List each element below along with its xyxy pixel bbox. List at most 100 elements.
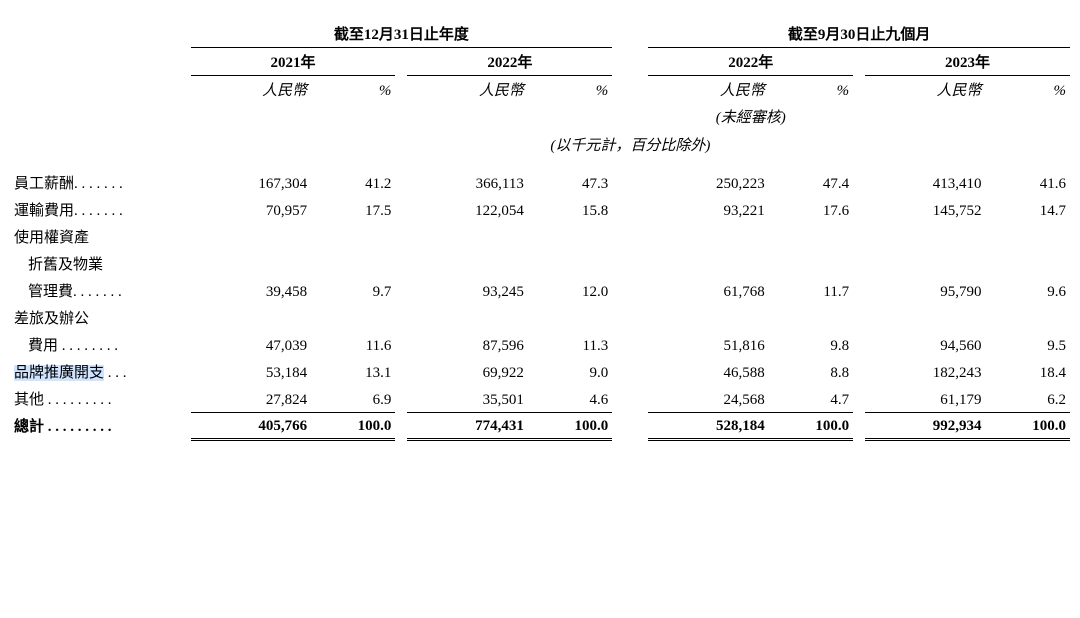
cell: 405,766 (191, 412, 311, 439)
year-2021: 2021年 (191, 48, 396, 76)
cell: 100.0 (769, 412, 853, 439)
cell: 992,934 (865, 412, 985, 439)
cell: 35,501 (407, 385, 527, 412)
cell: 4.6 (528, 385, 612, 412)
subheader-row: 人民幣 % 人民幣 % 人民幣 % 人民幣 % (10, 76, 1070, 104)
unit-note: (以千元計，百分比除外) (191, 130, 1070, 169)
cell: 14.7 (986, 196, 1070, 223)
cell: 47.4 (769, 169, 853, 196)
cell: 413,410 (865, 169, 985, 196)
cell: 61,768 (648, 277, 768, 304)
row-travel-1: 差旅及辦公 (10, 304, 1070, 331)
cell: 13.1 (311, 358, 395, 385)
pct-2021: % (311, 76, 395, 104)
label-rou-1: 使用權資產 (10, 223, 191, 250)
period-header-row: 截至12月31日止年度 截至9月30日止九個月 (10, 20, 1070, 48)
year-header-row: 2021年 2022年 2022年 2023年 (10, 48, 1070, 76)
label-tail: . . . (104, 365, 127, 381)
pct-2022: % (528, 76, 612, 104)
row-total: 總計 . . . . . . . . . 405,766 100.0 774,4… (10, 412, 1070, 439)
row-staff-cost: 員工薪酬. . . . . . . 167,304 41.2 366,113 4… (10, 169, 1070, 196)
row-rou-asset-1: 使用權資產 (10, 223, 1070, 250)
cell: 24,568 (648, 385, 768, 412)
rmb-2023-9m: 人民幣 (865, 76, 985, 104)
rmb-2022-9m: 人民幣 (648, 76, 768, 104)
row-rou-asset-2: 折舊及物業 (10, 250, 1070, 277)
unaudited-note: (未經審核) (648, 103, 853, 130)
highlighted-text: 品牌推廣開支 (14, 365, 104, 381)
cell: 15.8 (528, 196, 612, 223)
label-transport: 運輸費用. . . . . . . (10, 196, 191, 223)
row-transport: 運輸費用. . . . . . . 70,957 17.5 122,054 15… (10, 196, 1070, 223)
cell: 366,113 (407, 169, 527, 196)
row-brand: 品牌推廣開支 . . . 53,184 13.1 69,922 9.0 46,5… (10, 358, 1070, 385)
cell: 4.7 (769, 385, 853, 412)
label-travel-1: 差旅及辦公 (10, 304, 191, 331)
period-year-end: 截至12月31日止年度 (191, 20, 613, 48)
cell: 41.6 (986, 169, 1070, 196)
cell: 61,179 (865, 385, 985, 412)
rmb-2021: 人民幣 (191, 76, 311, 104)
cell: 9.6 (986, 277, 1070, 304)
cell: 39,458 (191, 277, 311, 304)
label-rou-3: 管理費. . . . . . . (10, 277, 191, 304)
cell: 11.3 (528, 331, 612, 358)
unaudited-row: (未經審核) (10, 103, 1070, 130)
year-2023-9m: 2023年 (865, 48, 1070, 76)
cell: 17.6 (769, 196, 853, 223)
cell: 8.8 (769, 358, 853, 385)
label-total: 總計 . . . . . . . . . (10, 412, 191, 439)
cell: 100.0 (986, 412, 1070, 439)
cell: 11.6 (311, 331, 395, 358)
financial-table: 截至12月31日止年度 截至9月30日止九個月 2021年 2022年 2022… (10, 20, 1070, 441)
cell: 528,184 (648, 412, 768, 439)
cell: 9.8 (769, 331, 853, 358)
cell: 94,560 (865, 331, 985, 358)
cell: 51,816 (648, 331, 768, 358)
cell: 774,431 (407, 412, 527, 439)
cell: 93,221 (648, 196, 768, 223)
year-2022: 2022年 (407, 48, 612, 76)
cell: 9.0 (528, 358, 612, 385)
cell: 100.0 (311, 412, 395, 439)
period-nine-months: 截至9月30日止九個月 (648, 20, 1070, 48)
cell: 46,588 (648, 358, 768, 385)
cell: 9.7 (311, 277, 395, 304)
row-travel-2: 費用 . . . . . . . . 47,039 11.6 87,596 11… (10, 331, 1070, 358)
cell: 17.5 (311, 196, 395, 223)
cell: 145,752 (865, 196, 985, 223)
cell: 122,054 (407, 196, 527, 223)
cell: 11.7 (769, 277, 853, 304)
label-brand: 品牌推廣開支 . . . (10, 358, 191, 385)
pct-2023-9m: % (986, 76, 1070, 104)
pct-2022-9m: % (769, 76, 853, 104)
cell: 47.3 (528, 169, 612, 196)
cell: 27,824 (191, 385, 311, 412)
year-2022-9m: 2022年 (648, 48, 853, 76)
cell: 250,223 (648, 169, 768, 196)
cell: 100.0 (528, 412, 612, 439)
label-other: 其他 . . . . . . . . . (10, 385, 191, 412)
cell: 18.4 (986, 358, 1070, 385)
cell: 6.9 (311, 385, 395, 412)
cell: 70,957 (191, 196, 311, 223)
cell: 87,596 (407, 331, 527, 358)
unit-note-row: (以千元計，百分比除外) (10, 130, 1070, 169)
cell: 93,245 (407, 277, 527, 304)
cell: 69,922 (407, 358, 527, 385)
cell: 6.2 (986, 385, 1070, 412)
label-rou-2: 折舊及物業 (10, 250, 191, 277)
row-rou-asset-3: 管理費. . . . . . . 39,458 9.7 93,245 12.0 … (10, 277, 1070, 304)
cell: 182,243 (865, 358, 985, 385)
cell: 9.5 (986, 331, 1070, 358)
label-staff: 員工薪酬. . . . . . . (10, 169, 191, 196)
rmb-2022: 人民幣 (407, 76, 527, 104)
cell: 167,304 (191, 169, 311, 196)
cell: 53,184 (191, 358, 311, 385)
cell: 41.2 (311, 169, 395, 196)
row-other: 其他 . . . . . . . . . 27,824 6.9 35,501 4… (10, 385, 1070, 412)
cell: 47,039 (191, 331, 311, 358)
cell: 95,790 (865, 277, 985, 304)
cell: 12.0 (528, 277, 612, 304)
label-travel-2: 費用 . . . . . . . . (10, 331, 191, 358)
